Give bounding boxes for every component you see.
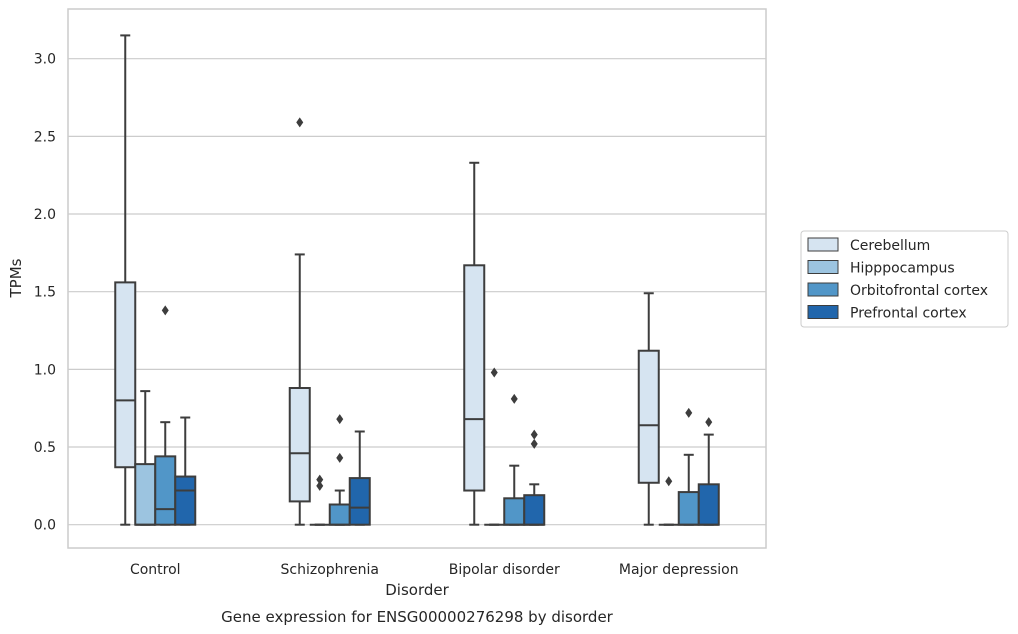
y-tick-label: 2.5 (34, 129, 56, 145)
outlier-point (530, 429, 538, 440)
y-tick-label: 1.5 (34, 285, 56, 301)
box-1-2 (328, 414, 351, 526)
y-tick-label: 0.0 (34, 518, 56, 534)
outlier-point (705, 417, 713, 428)
box-3-0 (637, 292, 660, 526)
outlier-point (510, 393, 518, 404)
box (523, 494, 546, 526)
box-2-0 (463, 161, 486, 526)
box-groups (114, 34, 720, 526)
box-1-3 (348, 430, 371, 526)
legend-swatch (807, 282, 839, 297)
box (697, 483, 720, 526)
legend-swatch (807, 260, 839, 274)
box (463, 264, 486, 492)
box (637, 349, 660, 484)
box-1-1 (309, 474, 330, 526)
gridlines (68, 58, 766, 526)
y-tick-label: 1.0 (34, 362, 56, 378)
outlier-point (316, 480, 324, 491)
y-axis-ticks: 0.0 0.5 1.0 1.5 2.0 2.5 3.0 (34, 52, 56, 534)
box-0-1 (134, 390, 157, 526)
x-axis-ticks: Control Schizophrenia Bipolar disorder Majo… (130, 562, 739, 578)
box (328, 503, 351, 526)
box-1-0 (288, 117, 311, 526)
box (348, 477, 371, 526)
legend-label: Orbitofrontal cortex (850, 283, 988, 299)
x-tick-label: Major depression (619, 562, 739, 578)
box-3-2 (677, 407, 700, 526)
box-0-2 (154, 305, 177, 526)
x-tick-label: Control (130, 562, 181, 578)
box-0-0 (114, 34, 137, 526)
box (174, 475, 197, 526)
y-tick-label: 2.0 (34, 207, 56, 223)
y-tick-label: 3.0 (34, 52, 56, 68)
outlier-point (530, 438, 538, 449)
x-tick-label: Bipolar disorder (449, 562, 560, 578)
box (134, 463, 157, 526)
box (288, 387, 311, 503)
outlier-point (490, 367, 498, 378)
plot-frame (67, 8, 767, 549)
outlier-point (336, 452, 344, 463)
outlier-point (665, 476, 673, 487)
legend-swatch (807, 305, 839, 319)
box-2-3 (523, 429, 546, 526)
chart-caption: Gene expression for ENSG00000276298 by d… (221, 608, 614, 626)
outlier-point (336, 414, 344, 425)
legend-label: Prefrontal cortex (850, 306, 967, 322)
x-axis-label: Disorder (385, 581, 449, 599)
y-axis-label: TPMs (7, 258, 25, 298)
legend-label: Cerebellum (850, 238, 930, 254)
box-2-1 (484, 367, 505, 526)
outlier-point (161, 305, 169, 316)
box-3-1 (658, 476, 679, 526)
legend-frame (800, 230, 1009, 328)
y-tick-label: 0.5 (34, 440, 56, 456)
box (154, 455, 177, 526)
box-2-2 (503, 393, 526, 526)
legend: Cerebellum Hipppocampus Orbitofrontal cort… (800, 230, 1009, 328)
legend-label: Hipppocampus (850, 261, 955, 277)
outlier-point (685, 407, 693, 418)
x-tick-label: Schizophrenia (281, 562, 379, 578)
box (677, 491, 700, 526)
outlier-point (316, 474, 324, 485)
outlier-point (296, 117, 304, 128)
box (503, 497, 526, 526)
box-3-3 (697, 417, 720, 526)
legend-swatch (807, 237, 839, 252)
box-0-3 (174, 416, 197, 526)
box (114, 281, 137, 469)
